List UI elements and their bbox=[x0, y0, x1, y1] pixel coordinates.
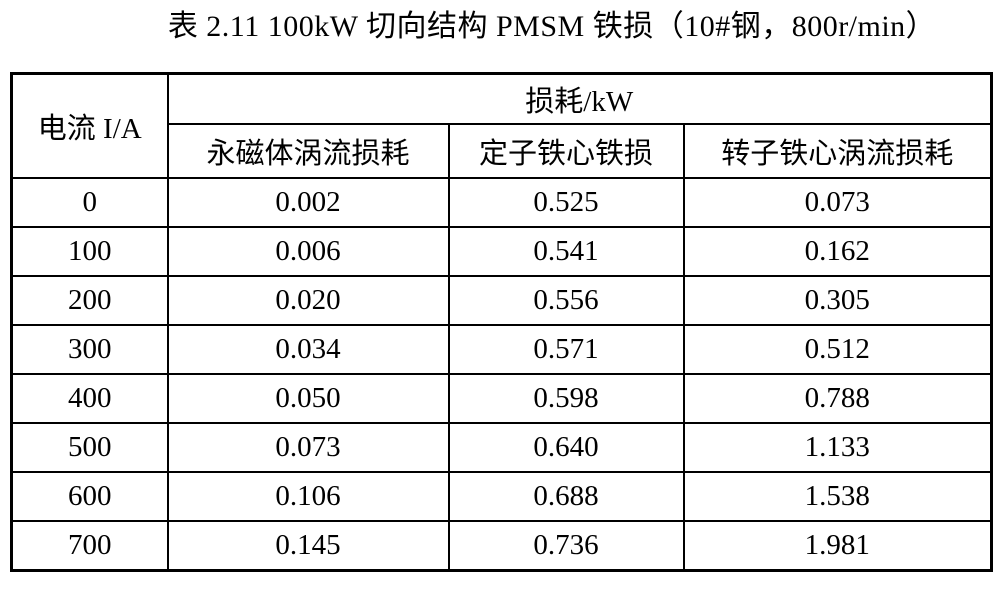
table-row: 300 0.034 0.571 0.512 bbox=[10, 324, 993, 375]
stator-iron-value: 0.736 bbox=[447, 520, 685, 572]
table-row: 400 0.050 0.598 0.788 bbox=[10, 373, 993, 424]
rotor-eddy-value: 0.162 bbox=[682, 226, 993, 277]
current-value: 100 bbox=[10, 226, 169, 277]
current-value: 200 bbox=[10, 275, 169, 326]
current-column-header: 电流 I/A bbox=[10, 72, 169, 179]
current-value: 0 bbox=[10, 177, 169, 228]
pm-eddy-value: 0.106 bbox=[166, 471, 450, 522]
rotor-eddy-value: 1.133 bbox=[682, 422, 993, 473]
pm-eddy-value: 0.006 bbox=[166, 226, 450, 277]
stator-iron-value: 0.556 bbox=[447, 275, 685, 326]
rotor-eddy-value: 1.538 bbox=[682, 471, 993, 522]
table-row: 200 0.020 0.556 0.305 bbox=[10, 275, 993, 326]
current-value: 400 bbox=[10, 373, 169, 424]
current-value: 500 bbox=[10, 422, 169, 473]
current-value: 600 bbox=[10, 471, 169, 522]
stator-iron-value: 0.688 bbox=[447, 471, 685, 522]
loss-group-header: 损耗/kW bbox=[166, 72, 993, 125]
rotor-eddy-value: 0.305 bbox=[682, 275, 993, 326]
stator-iron-value: 0.525 bbox=[447, 177, 685, 228]
stator-iron-value: 0.640 bbox=[447, 422, 685, 473]
rotor-eddy-value: 0.512 bbox=[682, 324, 993, 375]
stator-iron-value: 0.541 bbox=[447, 226, 685, 277]
pm-eddy-value: 0.002 bbox=[166, 177, 450, 228]
table-caption: 表 2.11 100kW 切向结构 PMSM 铁损（10#钢，800r/min） bbox=[167, 10, 937, 43]
table-row: 600 0.106 0.688 1.538 bbox=[10, 471, 993, 522]
pm-eddy-value: 0.034 bbox=[166, 324, 450, 375]
header-row-group: 电流 I/A 损耗/kW bbox=[10, 72, 993, 179]
rotor-eddy-value: 0.788 bbox=[682, 373, 993, 424]
stator-iron-value: 0.571 bbox=[447, 324, 685, 375]
pm-eddy-value: 0.145 bbox=[166, 520, 450, 572]
table-row: 0 0.002 0.525 0.073 bbox=[10, 177, 993, 228]
rotor-eddy-loss-header: 转子铁心涡流损耗 bbox=[682, 123, 993, 179]
iron-loss-table: 电流 I/A 损耗/kW 永磁体涡流损耗 定子铁心铁损 转子铁心涡流损耗 0 0… bbox=[10, 72, 993, 572]
table-row: 700 0.145 0.736 1.981 bbox=[10, 520, 993, 572]
pm-eddy-value: 0.073 bbox=[166, 422, 450, 473]
stator-iron-value: 0.598 bbox=[447, 373, 685, 424]
rotor-eddy-value: 0.073 bbox=[682, 177, 993, 228]
pm-eddy-value: 0.020 bbox=[166, 275, 450, 326]
table-row: 500 0.073 0.640 1.133 bbox=[10, 422, 993, 473]
current-value: 300 bbox=[10, 324, 169, 375]
current-value: 700 bbox=[10, 520, 169, 572]
pm-eddy-loss-header: 永磁体涡流损耗 bbox=[166, 123, 450, 179]
pm-eddy-value: 0.050 bbox=[166, 373, 450, 424]
table-row: 100 0.006 0.541 0.162 bbox=[10, 226, 993, 277]
rotor-eddy-value: 1.981 bbox=[682, 520, 993, 572]
stator-iron-loss-header: 定子铁心铁损 bbox=[447, 123, 685, 179]
header-row-sub: 永磁体涡流损耗 定子铁心铁损 转子铁心涡流损耗 bbox=[12, 123, 993, 179]
